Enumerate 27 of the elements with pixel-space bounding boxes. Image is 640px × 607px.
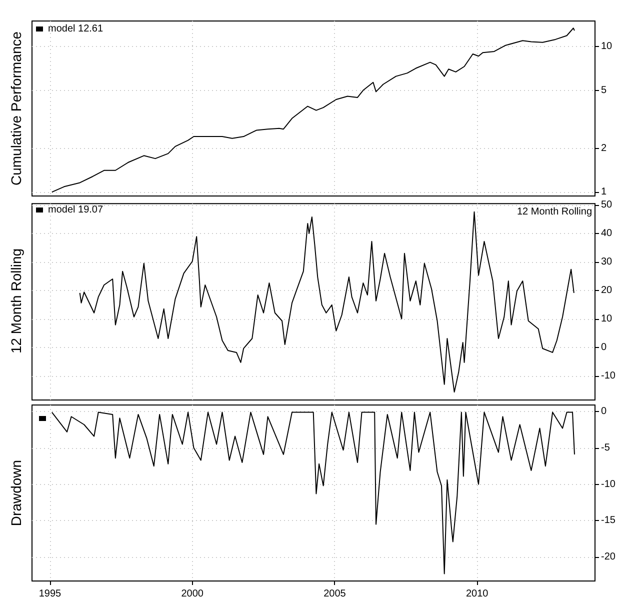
y-tick-label: 30 <box>601 256 613 268</box>
y-tick-label: -20 <box>601 552 616 562</box>
y-tick-label: -15 <box>601 515 616 526</box>
y-tick-label: 2 <box>601 142 607 154</box>
x-tick-label: 2005 <box>324 588 346 600</box>
line-series <box>51 412 575 574</box>
y-tick-label: 50 <box>601 200 613 210</box>
y-tick-label: -10 <box>601 370 616 382</box>
y-tick-label: 10 <box>601 41 613 52</box>
x-tick-label: 2000 <box>181 588 204 600</box>
y-tick-label: 0 <box>601 406 607 418</box>
y-tick-label: -5 <box>601 442 610 454</box>
y-axis-title: Drawdown <box>8 460 24 526</box>
y-tick-label: 1 <box>601 186 607 198</box>
legend-label: model 12.61 <box>48 24 104 34</box>
y-tick-label: 10 <box>601 313 613 324</box>
y-tick-label: -10 <box>601 478 616 490</box>
x-tick-label: 2010 <box>466 588 489 600</box>
y-tick-label: 0 <box>601 342 607 353</box>
y-axis-title: 12 Month Rolling <box>8 248 24 354</box>
y-tick-label: 40 <box>601 228 613 239</box>
y-tick-label: 5 <box>601 84 607 96</box>
x-tick-label: 1995 <box>38 588 62 600</box>
legend-label: model 19.07 <box>48 204 104 216</box>
y-axis-title: Cumulative Performance <box>8 31 24 186</box>
annotation: 12 Month Rolling <box>516 206 592 218</box>
y-tick-label: 20 <box>601 284 613 296</box>
